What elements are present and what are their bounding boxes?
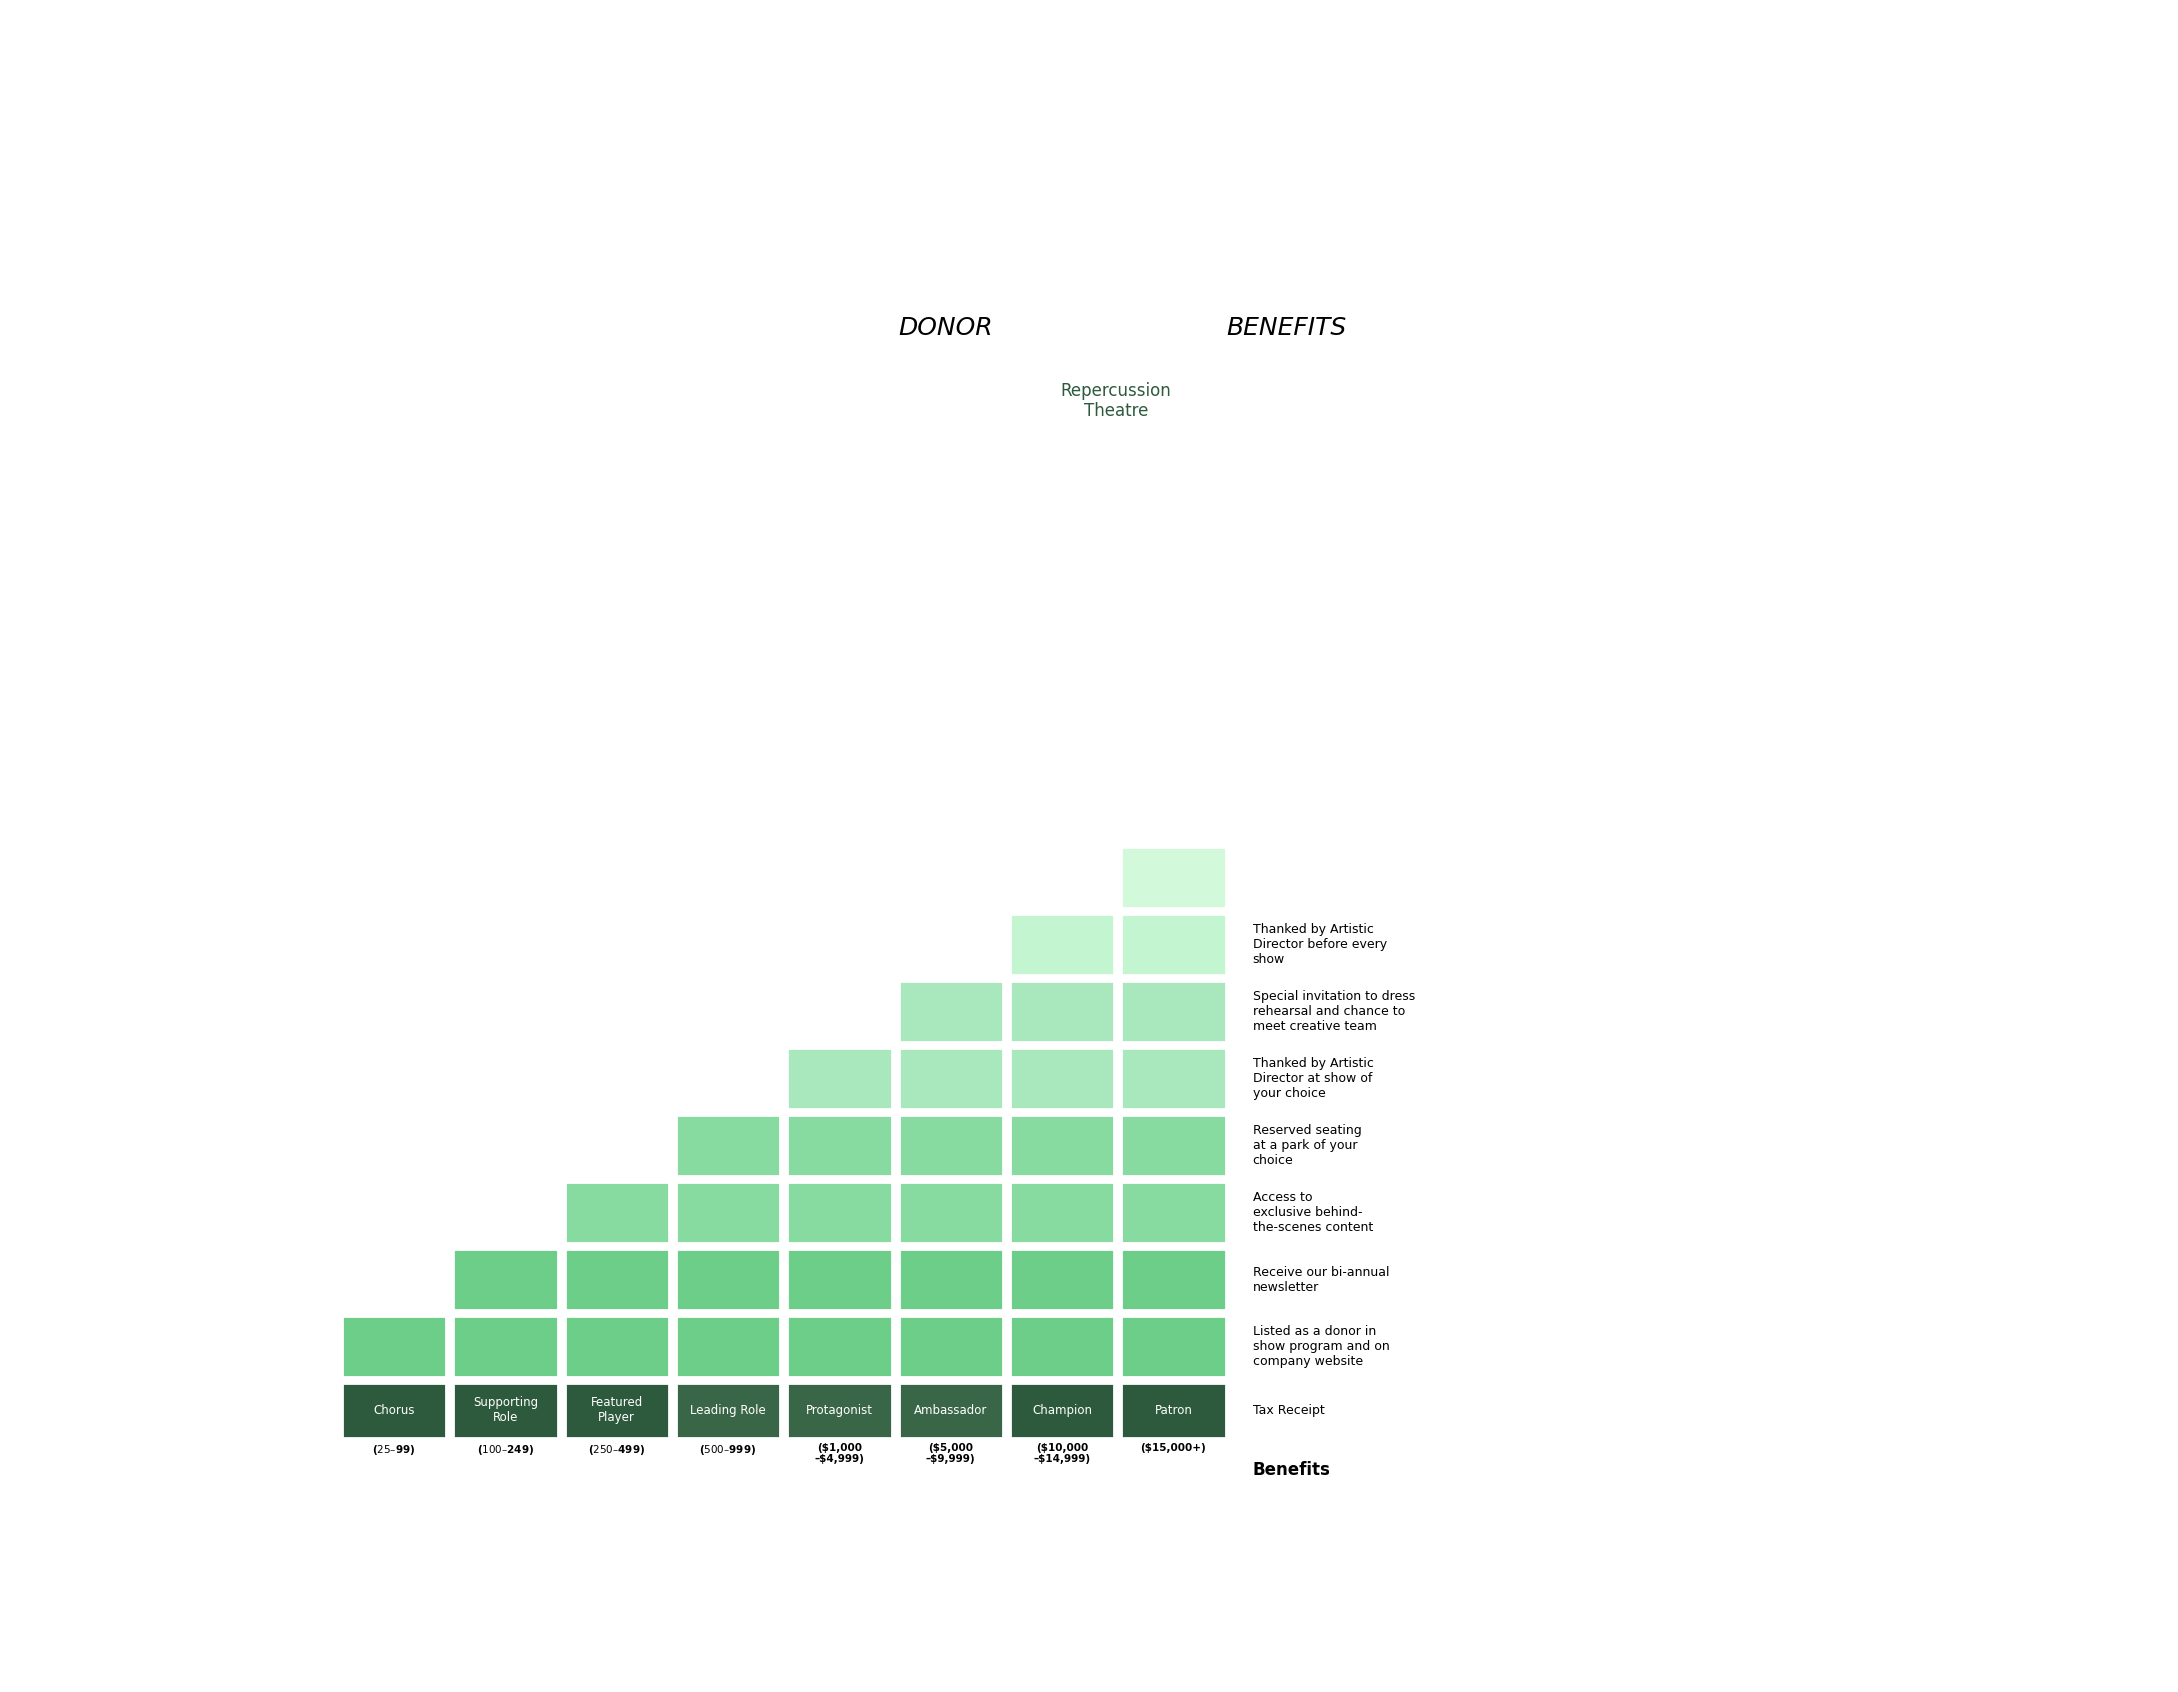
Bar: [900, 1047, 1002, 1110]
Bar: [342, 1316, 446, 1377]
Text: Leading Role: Leading Role: [690, 1404, 767, 1416]
Text: Reserved seating
at a park of your
choice: Reserved seating at a park of your choic…: [1252, 1123, 1361, 1167]
Bar: [453, 1249, 558, 1310]
Bar: [1122, 1382, 1226, 1438]
Bar: [453, 1316, 558, 1377]
Text: Supporting
Role: Supporting Role: [473, 1396, 538, 1425]
Text: ($1,000
–$4,999): ($1,000 –$4,999): [815, 1443, 865, 1464]
Text: BENEFITS: BENEFITS: [1226, 316, 1346, 340]
Bar: [564, 1316, 669, 1377]
Bar: [564, 1382, 669, 1438]
Text: Champion: Champion: [1032, 1404, 1091, 1416]
Bar: [675, 1181, 780, 1244]
Text: Thanked by Artistic
Director before every
show: Thanked by Artistic Director before ever…: [1252, 924, 1387, 966]
Bar: [1011, 1181, 1115, 1244]
Text: Repercussion
Theatre: Repercussion Theatre: [1061, 382, 1172, 421]
Bar: [1122, 981, 1226, 1042]
Bar: [675, 1382, 780, 1438]
Text: ($500–$999): ($500–$999): [699, 1443, 756, 1457]
Bar: [1122, 1115, 1226, 1176]
Bar: [564, 1249, 669, 1310]
Bar: [1122, 1249, 1226, 1310]
Bar: [1122, 914, 1226, 975]
Bar: [342, 1382, 446, 1438]
Bar: [1122, 1047, 1226, 1110]
Bar: [453, 1382, 558, 1438]
Text: Special invitation to dress
rehearsal and chance to
meet creative team: Special invitation to dress rehearsal an…: [1252, 990, 1416, 1034]
Text: ($10,000
–$14,999): ($10,000 –$14,999): [1032, 1443, 1091, 1464]
Text: ($100–$249): ($100–$249): [477, 1443, 534, 1457]
Bar: [1011, 1382, 1115, 1438]
Bar: [1122, 1181, 1226, 1244]
Bar: [900, 1249, 1002, 1310]
Text: Tax Receipt: Tax Receipt: [1252, 1404, 1324, 1416]
Bar: [900, 981, 1002, 1042]
Bar: [786, 1115, 891, 1176]
Text: Featured
Player: Featured Player: [590, 1396, 643, 1425]
Bar: [900, 1181, 1002, 1244]
Text: Benefits: Benefits: [1252, 1462, 1331, 1479]
Bar: [1011, 1249, 1115, 1310]
Text: Protagonist: Protagonist: [806, 1404, 873, 1416]
Text: Access to
exclusive behind-
the-scenes content: Access to exclusive behind- the-scenes c…: [1252, 1191, 1372, 1233]
Bar: [786, 1316, 891, 1377]
Bar: [786, 1181, 891, 1244]
Bar: [900, 1382, 1002, 1438]
Text: ($5,000
–$9,999): ($5,000 –$9,999): [926, 1443, 976, 1464]
Bar: [564, 1181, 669, 1244]
Text: Ambassador: Ambassador: [915, 1404, 987, 1416]
Bar: [675, 1249, 780, 1310]
Bar: [675, 1316, 780, 1377]
Bar: [1011, 914, 1115, 975]
Bar: [1011, 981, 1115, 1042]
Text: Patron: Patron: [1154, 1404, 1191, 1416]
Text: Listed as a donor in
show program and on
company website: Listed as a donor in show program and on…: [1252, 1325, 1390, 1369]
Bar: [675, 1115, 780, 1176]
Bar: [1011, 1316, 1115, 1377]
Text: Receive our bi-annual
newsletter: Receive our bi-annual newsletter: [1252, 1266, 1390, 1293]
Bar: [786, 1047, 891, 1110]
Bar: [786, 1249, 891, 1310]
Bar: [1011, 1047, 1115, 1110]
Text: ($15,000+): ($15,000+): [1141, 1443, 1207, 1453]
Bar: [1122, 1316, 1226, 1377]
Text: ($250–$499): ($250–$499): [588, 1443, 645, 1457]
Text: DONOR: DONOR: [897, 316, 993, 340]
Text: ($25–$99): ($25–$99): [372, 1443, 416, 1457]
Text: Thanked by Artistic
Director at show of
your choice: Thanked by Artistic Director at show of …: [1252, 1058, 1374, 1100]
Bar: [786, 1382, 891, 1438]
Text: Chorus: Chorus: [372, 1404, 416, 1416]
Bar: [1011, 1115, 1115, 1176]
Bar: [900, 1115, 1002, 1176]
Bar: [900, 1316, 1002, 1377]
Bar: [1122, 846, 1226, 909]
